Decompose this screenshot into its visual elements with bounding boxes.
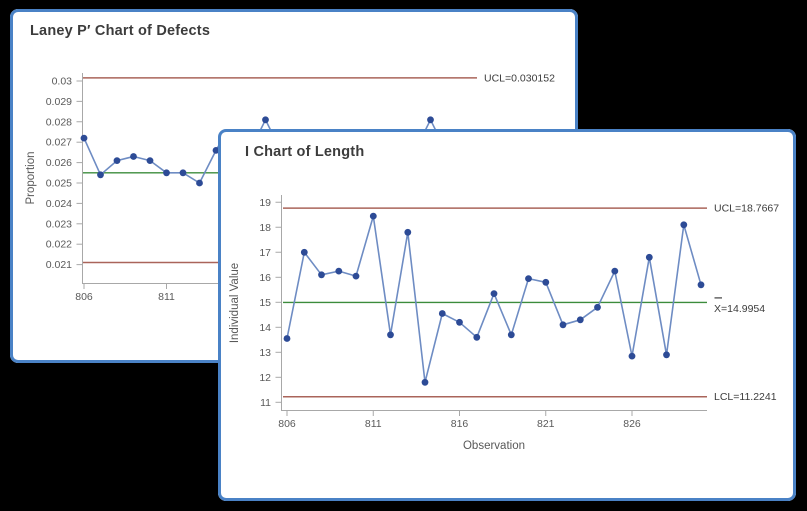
y-tick-label: 0.03 — [52, 76, 73, 88]
y-tick-label: 0.021 — [46, 259, 72, 271]
y-tick-label: 17 — [259, 247, 271, 259]
data-point-marker — [97, 171, 104, 179]
y-tick-label: 0.029 — [46, 96, 72, 108]
y-tick-label: 0.022 — [46, 239, 72, 251]
lcl-label: LCL=11.2241 — [714, 391, 777, 403]
data-point-marker — [559, 321, 567, 329]
x-tick-label: 821 — [537, 418, 555, 430]
y-tick-label: 16 — [259, 272, 271, 284]
i-chart-canvas: 19 18 17 16 15 14 13 12 11 806 811 816 821 826 Individ… — [229, 195, 779, 452]
ucl-label: UCL=18.7667 — [714, 203, 779, 215]
window-i-chart[interactable]: I Chart of Length 19 18 17 16 15 14 13 12 11 806 8… — [218, 129, 796, 501]
y-axis-title: Proportion — [25, 151, 37, 204]
x-tick-label: 806 — [75, 291, 93, 303]
data-point-marker — [404, 228, 412, 236]
y-tick-label: 15 — [259, 297, 271, 309]
data-point-marker — [283, 335, 291, 342]
x-tick-label: 816 — [451, 418, 469, 430]
data-point-marker — [507, 331, 515, 339]
center-label: X=14.9954 — [714, 303, 765, 315]
y-tick-label: 13 — [259, 347, 271, 359]
data-point-marker — [473, 333, 481, 341]
front-window-title: I Chart of Length — [245, 144, 365, 160]
data-point-marker — [490, 290, 498, 297]
x-axis-title: Observation — [463, 440, 525, 452]
data-point-marker — [163, 169, 170, 177]
y-tick-label: 0.026 — [46, 157, 72, 169]
y-tick-label: 0.027 — [46, 137, 72, 149]
data-point-marker — [628, 352, 636, 360]
data-point-marker — [697, 281, 705, 289]
y-tick-label: 11 — [260, 397, 271, 409]
y-tick-label: 0.025 — [46, 178, 72, 190]
data-point-marker — [196, 179, 203, 187]
data-point-marker — [369, 212, 377, 220]
data-point-marker — [576, 316, 584, 324]
data-point-marker — [680, 221, 688, 229]
laney-p-chart-canvas: 0.03 0.029 0.028 0.027 0.026 0.025 0.024 0.023 0… — [25, 72, 556, 303]
data-series-line — [286, 215, 702, 384]
x-tick-label: 811 — [158, 291, 175, 303]
data-point-marker — [262, 116, 269, 124]
x-tick-label: 811 — [365, 418, 382, 430]
x-tick-label: 806 — [278, 418, 296, 430]
data-point-marker — [525, 275, 532, 282]
data-series-line — [83, 132, 227, 184]
data-point-marker — [318, 271, 325, 279]
ucl-label: UCL=0.030152 — [484, 72, 555, 84]
data-point-marker — [352, 272, 360, 280]
y-tick-label: 0.023 — [46, 218, 72, 230]
data-point-marker — [438, 310, 446, 317]
data-point-marker — [179, 169, 187, 177]
data-point-marker — [387, 331, 394, 339]
y-tick-label: 12 — [259, 372, 271, 384]
data-point-marker — [542, 278, 550, 286]
data-point-marker — [456, 318, 463, 326]
data-point-marker — [594, 303, 601, 311]
data-point-marker — [212, 147, 220, 154]
back-window-title: Laney P′ Chart of Defects — [30, 23, 211, 39]
y-axis-title: Individual Value — [229, 263, 241, 343]
y-tick-label: 14 — [259, 322, 271, 334]
data-point-marker — [427, 116, 434, 124]
data-point-marker — [146, 157, 154, 165]
y-tick-label: 0.028 — [46, 116, 72, 128]
data-point-marker — [611, 267, 619, 275]
data-point-marker — [113, 157, 121, 165]
x-tick-label: 826 — [623, 418, 641, 430]
y-tick-label: 0.024 — [46, 198, 72, 210]
data-point-marker — [421, 378, 429, 386]
data-point-marker — [300, 248, 308, 256]
y-tick-label: 19 — [259, 197, 271, 209]
data-point-marker — [130, 153, 137, 160]
y-tick-label: 18 — [259, 222, 271, 234]
data-point-marker — [645, 253, 653, 261]
data-point-marker — [663, 351, 670, 359]
data-point-marker — [335, 267, 343, 275]
data-point-marker — [80, 134, 88, 142]
